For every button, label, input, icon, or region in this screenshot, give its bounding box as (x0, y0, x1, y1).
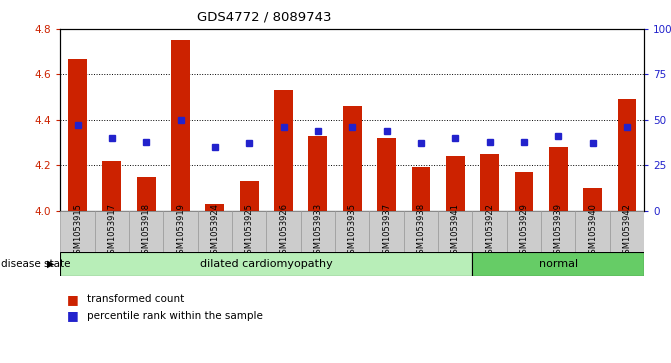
Text: normal: normal (539, 259, 578, 269)
Bar (274, 90, 293, 211)
Bar (240, 181, 259, 211)
Bar (205, 204, 224, 211)
Bar (617, 99, 636, 211)
Bar (610, 211, 644, 252)
Text: transformed count: transformed count (87, 294, 185, 305)
Bar (335, 211, 370, 252)
Bar (438, 211, 472, 252)
Text: disease state: disease state (1, 259, 70, 269)
Bar (472, 252, 644, 276)
Text: GSM1053937: GSM1053937 (382, 203, 391, 260)
Bar (576, 211, 610, 252)
Bar (137, 176, 156, 211)
Bar (95, 211, 129, 252)
Bar (472, 211, 507, 252)
Bar (129, 211, 164, 252)
Text: GSM1053938: GSM1053938 (417, 203, 425, 260)
Bar (171, 40, 190, 211)
Bar (480, 154, 499, 211)
Bar (68, 58, 87, 211)
Text: GSM1053939: GSM1053939 (554, 203, 563, 260)
Text: GSM1053942: GSM1053942 (623, 204, 631, 259)
Text: GSM1053917: GSM1053917 (107, 203, 116, 260)
Bar (404, 211, 438, 252)
Text: GSM1053919: GSM1053919 (176, 204, 185, 259)
Text: GSM1053933: GSM1053933 (313, 203, 323, 260)
Text: GSM1053918: GSM1053918 (142, 203, 151, 260)
Text: GDS4772 / 8089743: GDS4772 / 8089743 (197, 11, 332, 24)
Text: ■: ■ (67, 309, 79, 322)
Text: percentile rank within the sample: percentile rank within the sample (87, 311, 263, 321)
Text: GSM1053925: GSM1053925 (245, 204, 254, 259)
Bar (507, 211, 541, 252)
Text: GSM1053940: GSM1053940 (588, 204, 597, 259)
Text: dilated cardiomyopathy: dilated cardiomyopathy (200, 259, 333, 269)
Bar (377, 138, 396, 211)
Text: GSM1053922: GSM1053922 (485, 204, 494, 259)
Bar (103, 160, 121, 211)
Bar (309, 136, 327, 211)
Bar (541, 211, 576, 252)
Bar (515, 172, 533, 211)
Bar (370, 211, 404, 252)
Bar (301, 211, 335, 252)
Text: ■: ■ (67, 293, 79, 306)
Bar (60, 211, 95, 252)
Bar (583, 188, 602, 211)
Text: GSM1053924: GSM1053924 (211, 204, 219, 259)
Bar (198, 211, 232, 252)
Bar (60, 252, 472, 276)
Bar (232, 211, 266, 252)
Text: ▶: ▶ (46, 259, 54, 269)
Text: GSM1053929: GSM1053929 (519, 204, 529, 259)
Text: GSM1053915: GSM1053915 (73, 204, 82, 259)
Text: GSM1053935: GSM1053935 (348, 203, 357, 260)
Bar (164, 211, 198, 252)
Text: GSM1053941: GSM1053941 (451, 204, 460, 259)
Bar (343, 106, 362, 211)
Text: GSM1053926: GSM1053926 (279, 203, 288, 260)
Bar (446, 156, 465, 211)
Bar (266, 211, 301, 252)
Bar (411, 167, 430, 211)
Bar (549, 147, 568, 211)
